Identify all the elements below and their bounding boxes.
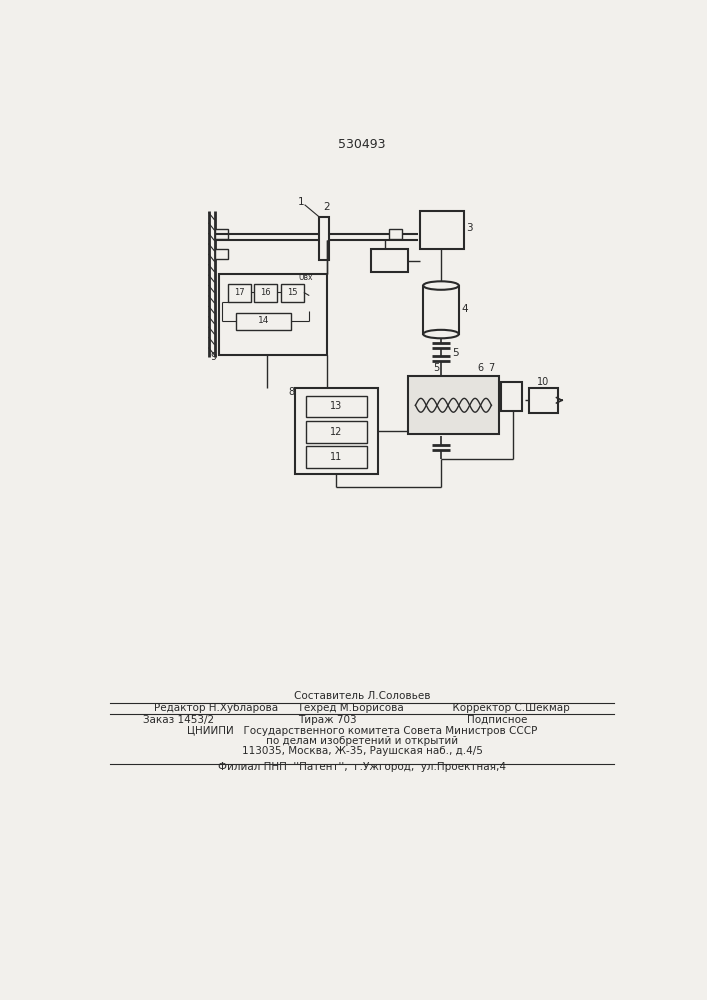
Text: Филиал ПНП  ''Патент'',  г.Ужгород,  ул.Проектная,4: Филиал ПНП ''Патент'', г.Ужгород, ул.Про… xyxy=(218,762,506,772)
Text: Составитель Л.Соловьев: Составитель Л.Соловьев xyxy=(293,691,430,701)
Bar xyxy=(296,388,378,474)
Bar xyxy=(420,211,464,249)
Bar xyxy=(320,217,329,260)
Text: по делам изобретений и открытий: по делам изобретений и открытий xyxy=(266,736,458,746)
Text: 2: 2 xyxy=(323,202,329,212)
Text: 8: 8 xyxy=(288,387,295,397)
Text: 16: 16 xyxy=(261,288,271,297)
Bar xyxy=(371,249,409,272)
Text: Заказ 1453/2: Заказ 1453/2 xyxy=(143,715,214,725)
Bar xyxy=(218,274,327,355)
Bar xyxy=(423,286,459,334)
Text: 17: 17 xyxy=(234,288,245,297)
Bar xyxy=(306,446,367,468)
Bar xyxy=(235,312,291,330)
Text: 11: 11 xyxy=(330,452,342,462)
Text: 4: 4 xyxy=(462,304,468,314)
Bar xyxy=(281,284,304,302)
Text: 13: 13 xyxy=(330,401,342,411)
Text: 15: 15 xyxy=(287,288,298,297)
Text: 12: 12 xyxy=(330,427,343,437)
Text: 10: 10 xyxy=(537,377,549,387)
Text: Подписное: Подписное xyxy=(467,715,527,725)
Bar xyxy=(228,284,251,302)
Text: 14: 14 xyxy=(258,316,269,325)
Text: 6: 6 xyxy=(477,363,484,373)
Ellipse shape xyxy=(423,330,459,338)
Text: Тираж 703: Тираж 703 xyxy=(298,715,356,725)
Bar xyxy=(408,376,499,434)
Bar xyxy=(501,382,522,411)
Bar xyxy=(389,229,402,239)
Text: 3: 3 xyxy=(467,223,473,233)
Ellipse shape xyxy=(423,281,459,290)
Text: 530493: 530493 xyxy=(338,138,386,151)
Text: Uвх: Uвх xyxy=(298,273,312,282)
Circle shape xyxy=(301,296,317,311)
Bar xyxy=(529,388,558,413)
Bar xyxy=(306,396,367,417)
Text: 113035, Москва, Ж-35, Раушская наб., д.4/5: 113035, Москва, Ж-35, Раушская наб., д.4… xyxy=(242,746,482,756)
Text: 7: 7 xyxy=(489,363,494,373)
Bar xyxy=(215,229,228,239)
Text: Редактор Н.Хубларова      Техред М.Борисова               Корректор С.Шекмар: Редактор Н.Хубларова Техред М.Борисова К… xyxy=(154,703,570,713)
Text: 5: 5 xyxy=(452,348,459,358)
Text: 1: 1 xyxy=(298,197,305,207)
Text: 9: 9 xyxy=(211,352,217,362)
Bar xyxy=(255,284,277,302)
Text: ЦНИИПИ   Государственного комитета Совета Министров СССР: ЦНИИПИ Государственного комитета Совета … xyxy=(187,726,537,736)
Text: 5: 5 xyxy=(433,363,440,373)
Bar xyxy=(389,249,402,259)
Bar xyxy=(215,249,228,259)
Bar xyxy=(306,421,367,443)
